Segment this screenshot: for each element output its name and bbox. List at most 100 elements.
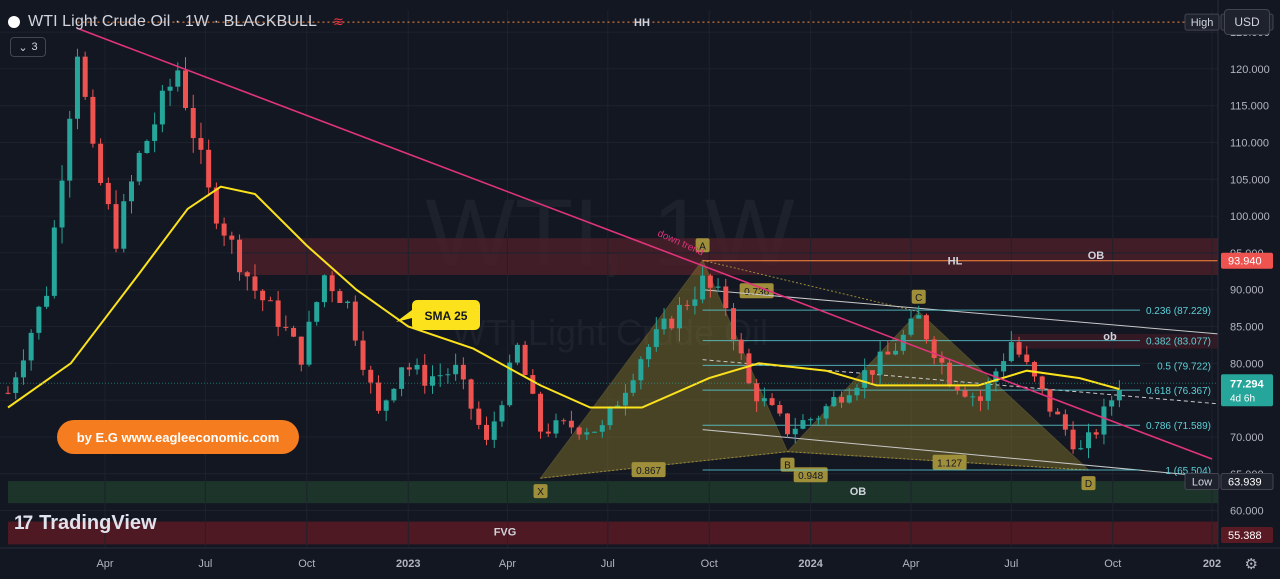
candle-body [1116, 389, 1122, 401]
candle-body [607, 407, 613, 426]
candle-body [823, 406, 829, 419]
candle-body [491, 421, 497, 440]
current-price-tag [1221, 374, 1273, 407]
sma-label-pointer [396, 310, 412, 322]
candle-body [893, 350, 899, 355]
candle-body [476, 408, 482, 425]
price-tick-label: 115.000 [1230, 101, 1269, 113]
indicator-toggle[interactable]: ⌄ 3 [10, 37, 46, 57]
wave-icon[interactable]: ≋ [333, 14, 344, 29]
time-tick-label: Jul [198, 558, 212, 570]
candle-body [28, 332, 34, 361]
candle-body [947, 362, 953, 387]
fib-layer: 0.236 (87.229) 0.382 (83.077) 0.5 (79.722)… [702, 306, 1211, 477]
pattern-ratio-box [932, 454, 967, 470]
channel-bottom [702, 429, 1219, 478]
candle-body [198, 138, 204, 150]
pattern-point-label: X [537, 487, 544, 498]
pattern-point-label: B [784, 461, 791, 472]
candle-body [499, 405, 505, 422]
candle-body [44, 295, 50, 307]
price-tick-label: 70.000 [1230, 432, 1264, 444]
time-tick-label: Apr [902, 558, 919, 570]
zone-ob [8, 481, 1218, 504]
candle-body [599, 425, 605, 432]
price-tick-label: 105.000 [1230, 174, 1270, 186]
fib-label: 0.5 (79.722) [1157, 361, 1211, 372]
time-tick-label: Oct [1104, 558, 1121, 570]
gear-icon[interactable]: ⚙ [1244, 556, 1258, 573]
price-axis[interactable]: 60.00065.00070.00075.00080.00085.00090.0… [1217, 0, 1280, 548]
candle-body [368, 369, 374, 383]
candle-body [738, 339, 744, 354]
candle-body [661, 318, 667, 330]
candle-body [530, 375, 536, 394]
candle-body [329, 275, 335, 292]
candle-body [730, 308, 736, 340]
candle-body [98, 143, 104, 183]
candle-body [144, 140, 150, 153]
candles-layer [5, 48, 1122, 459]
candle-body [522, 344, 528, 376]
pattern-point-d [1081, 476, 1096, 491]
pattern-ratio-box [793, 467, 828, 483]
candle-body [854, 387, 860, 396]
down-trend-line [77, 27, 1213, 460]
candle-body [383, 400, 389, 411]
price-tick-label: 85.000 [1230, 322, 1264, 334]
candle-body [136, 152, 142, 182]
candle-body [561, 420, 567, 422]
pattern-ratio-box [739, 283, 774, 299]
candle-body [345, 301, 351, 303]
chart-title[interactable]: WTI Light Crude Oil · 1W · BLACKBULL [28, 13, 318, 30]
time-axis-bg [0, 548, 1280, 579]
candle-body [839, 397, 845, 403]
candle-body [831, 397, 837, 407]
price-tick-label: 120.000 [1230, 64, 1270, 76]
tradingview-icon: 17 [14, 512, 33, 534]
candle-body [252, 276, 258, 291]
pattern-ratio: 0.948 [798, 471, 823, 482]
candle-body [1109, 400, 1115, 407]
candle-body [761, 398, 767, 402]
candle-body [260, 290, 266, 301]
candle-body [785, 413, 791, 435]
candle-body [1055, 411, 1061, 415]
pattern-ratio: 0.867 [636, 466, 661, 477]
time-tick-label: 2023 [396, 558, 420, 570]
candle-body [291, 327, 297, 337]
tradingview-logo[interactable]: 17 TradingView [14, 512, 157, 535]
level-label: HL [948, 256, 963, 268]
candle-body [453, 364, 459, 375]
candle-body [36, 306, 42, 333]
currency-selector[interactable]: USD [1224, 9, 1270, 35]
current-price-countdown: 4d 6h [1230, 393, 1255, 404]
candle-body [183, 70, 189, 109]
candle-body [221, 223, 227, 236]
candle-body [229, 235, 235, 240]
candle-body [592, 431, 598, 433]
candle-body [885, 351, 891, 355]
price-tick-label: 110.000 [1230, 138, 1269, 150]
candle-body [298, 336, 304, 365]
candle-body [939, 357, 945, 363]
candle-body [1093, 432, 1099, 435]
candle-body [206, 149, 212, 188]
channel-top [702, 289, 1219, 335]
candle-body [545, 431, 551, 434]
watermark-small: WTI Light Crude Oil [452, 312, 768, 353]
zone-label: FVG [494, 527, 517, 539]
candle-body [746, 353, 752, 384]
candle-body [846, 395, 852, 403]
time-axis[interactable]: Apr Jul Oct 2023 Apr Jul Oct 2024 Apr Jul Oct 202 [0, 547, 1280, 579]
sma-label: SMA 25 [425, 309, 468, 323]
candle-body [175, 70, 181, 87]
candle-body [869, 370, 875, 375]
candle-body [646, 346, 652, 360]
pattern-ratio-box [631, 462, 666, 478]
candle-body [692, 299, 698, 306]
candle-body [82, 56, 88, 97]
candle-body [985, 382, 991, 401]
candle-body [152, 124, 158, 141]
